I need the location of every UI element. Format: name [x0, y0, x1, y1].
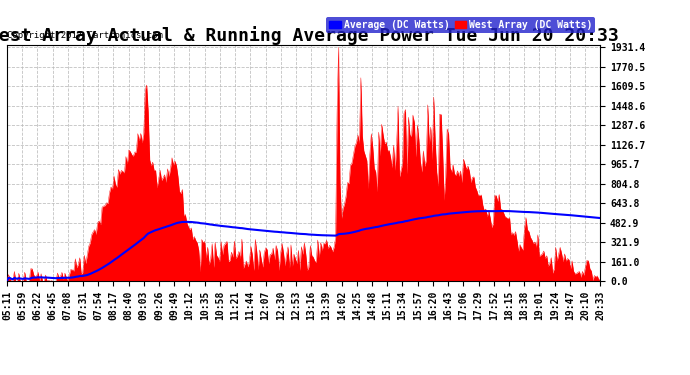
Title: West Array Actual & Running Average Power Tue Jun 20 20:33: West Array Actual & Running Average Powe…: [0, 26, 619, 45]
Legend: Average (DC Watts), West Array (DC Watts): Average (DC Watts), West Array (DC Watts…: [326, 17, 595, 33]
Text: Copyright 2017 Cartronics.com: Copyright 2017 Cartronics.com: [7, 31, 163, 40]
